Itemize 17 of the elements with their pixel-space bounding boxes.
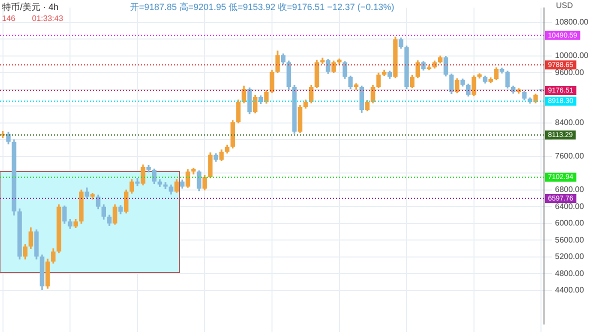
y-tick-label: 5600.00 <box>555 235 584 244</box>
y-tick-label: 6400.00 <box>555 202 584 211</box>
y-tick-label: 10000.00 <box>555 51 589 60</box>
annotation: 146 <box>2 14 16 24</box>
chart-subtitle: 开=9187.85 高=9201.95 低=9153.92 收=9176.51 −12.37 (−0.13%) <box>130 2 394 12</box>
y-tick-label: 5200.00 <box>555 252 584 262</box>
y-tick-label: 10800.00 <box>555 18 589 27</box>
y-tick-label: 4800.00 <box>555 268 584 278</box>
y-tick-label: 4400.00 <box>555 286 584 295</box>
y-tick-label: 7600.00 <box>555 152 584 161</box>
annotation: 01:33:43 <box>32 14 64 24</box>
y-tick-label: 8400.00 <box>555 118 584 128</box>
y-tick-label: 6000.00 <box>555 218 584 228</box>
y-axis-title: USD <box>556 1 574 10</box>
y-tick-label: 6800.00 <box>555 185 584 194</box>
y-tick-label: 9600.00 <box>555 68 584 77</box>
chart-title: 特币/美元 · 4h <box>2 2 59 12</box>
